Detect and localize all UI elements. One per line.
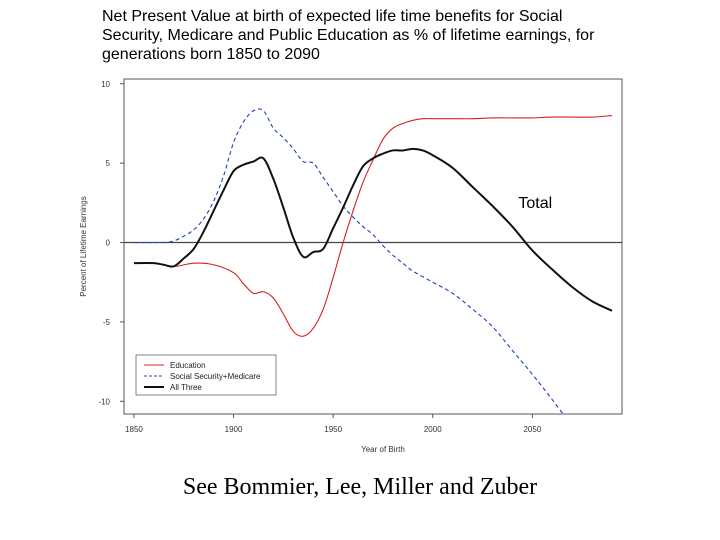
chart-title: Net Present Value at birth of expected l…: [102, 8, 595, 63]
y-axis-label: Percent of Lifetime Earnings: [79, 196, 88, 297]
y-tick-label: 10: [101, 80, 110, 89]
legend-label: Education: [170, 361, 206, 370]
legend-box: [135, 354, 277, 396]
x-tick-label: 1950: [324, 425, 342, 434]
y-tick-label: -10: [98, 397, 110, 406]
y-tick-label: 0: [106, 239, 111, 248]
plot-frame: [123, 78, 623, 415]
x-tick-label: 1850: [125, 425, 143, 434]
y-tick-label: -5: [103, 318, 111, 327]
series-line: [133, 147, 613, 312]
legend-label: Social Security+Medicare: [170, 372, 261, 381]
series-line: [133, 108, 564, 414]
annotation-total: Total: [518, 195, 552, 212]
x-axis-label: Year of Birth: [361, 445, 405, 454]
legend-label: All Three: [170, 383, 202, 392]
x-tick-label: 2000: [424, 425, 442, 434]
x-tick-label: 1900: [225, 425, 243, 434]
y-tick-label: 5: [106, 159, 111, 168]
x-tick-label: 2050: [523, 425, 541, 434]
source-caption: See Bommier, Lee, Miller and Zuber: [182, 474, 538, 500]
series-line: [133, 114, 613, 337]
